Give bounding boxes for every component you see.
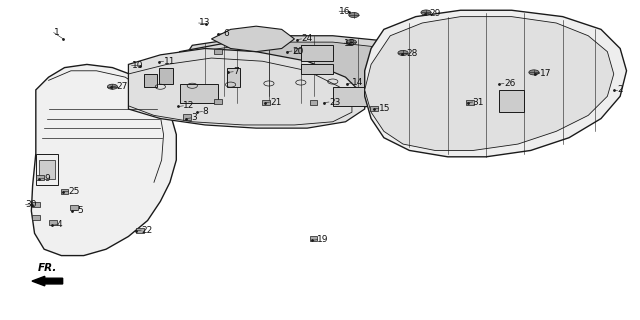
- Circle shape: [346, 40, 356, 45]
- Text: 18: 18: [344, 39, 356, 48]
- Polygon shape: [365, 17, 614, 150]
- Circle shape: [108, 84, 118, 89]
- Text: 16: 16: [339, 7, 351, 16]
- Text: 2: 2: [617, 85, 623, 94]
- Text: 28: 28: [407, 49, 418, 58]
- Bar: [214, 49, 221, 54]
- Polygon shape: [301, 64, 333, 74]
- Polygon shape: [129, 49, 365, 128]
- Polygon shape: [499, 90, 524, 112]
- Circle shape: [529, 70, 539, 75]
- FancyArrow shape: [32, 276, 63, 286]
- Text: 1: 1: [54, 28, 60, 37]
- Polygon shape: [227, 68, 240, 87]
- Bar: [32, 202, 40, 207]
- Text: 29: 29: [429, 9, 440, 18]
- Bar: [467, 100, 474, 105]
- Text: 14: 14: [352, 78, 364, 87]
- Bar: [262, 100, 269, 105]
- Text: 20: 20: [292, 46, 303, 56]
- Text: 13: 13: [198, 19, 210, 28]
- Polygon shape: [179, 36, 448, 96]
- Text: 6: 6: [223, 29, 228, 38]
- Text: 9: 9: [44, 174, 50, 183]
- Polygon shape: [39, 160, 55, 179]
- Text: 12: 12: [183, 101, 195, 110]
- Text: 25: 25: [68, 187, 80, 196]
- Bar: [294, 48, 301, 52]
- Text: 19: 19: [317, 235, 329, 244]
- Polygon shape: [159, 68, 173, 84]
- Text: 22: 22: [141, 226, 152, 235]
- Bar: [36, 175, 44, 180]
- Text: 17: 17: [540, 69, 551, 78]
- Bar: [61, 189, 68, 195]
- Circle shape: [398, 50, 408, 55]
- Text: 15: 15: [379, 104, 390, 113]
- Bar: [32, 215, 40, 220]
- Text: 27: 27: [116, 82, 127, 91]
- Text: 24: 24: [301, 35, 313, 44]
- Bar: [70, 205, 78, 210]
- Bar: [371, 106, 378, 111]
- Bar: [136, 228, 144, 233]
- Bar: [183, 115, 191, 120]
- Bar: [214, 99, 221, 104]
- Text: FR.: FR.: [38, 263, 58, 273]
- Bar: [49, 220, 57, 225]
- Text: 7: 7: [233, 67, 239, 76]
- Polygon shape: [333, 87, 371, 106]
- Text: 11: 11: [164, 57, 175, 66]
- Polygon shape: [365, 10, 627, 157]
- Bar: [310, 100, 317, 105]
- Circle shape: [349, 12, 359, 18]
- Text: 4: 4: [57, 220, 63, 229]
- Polygon shape: [301, 45, 333, 61]
- Text: 21: 21: [270, 98, 282, 107]
- Text: 23: 23: [329, 98, 340, 107]
- Bar: [310, 236, 317, 241]
- Polygon shape: [31, 64, 176, 256]
- Text: 30: 30: [26, 200, 37, 209]
- Text: 10: 10: [132, 61, 143, 70]
- Polygon shape: [192, 42, 435, 90]
- Polygon shape: [211, 26, 294, 52]
- Polygon shape: [179, 84, 218, 103]
- Text: 31: 31: [472, 98, 484, 107]
- Polygon shape: [179, 42, 384, 116]
- Circle shape: [421, 10, 431, 15]
- Polygon shape: [145, 74, 157, 87]
- Text: 5: 5: [77, 206, 83, 215]
- Text: 8: 8: [202, 107, 208, 116]
- Text: 26: 26: [504, 79, 515, 88]
- Text: 3: 3: [191, 114, 196, 123]
